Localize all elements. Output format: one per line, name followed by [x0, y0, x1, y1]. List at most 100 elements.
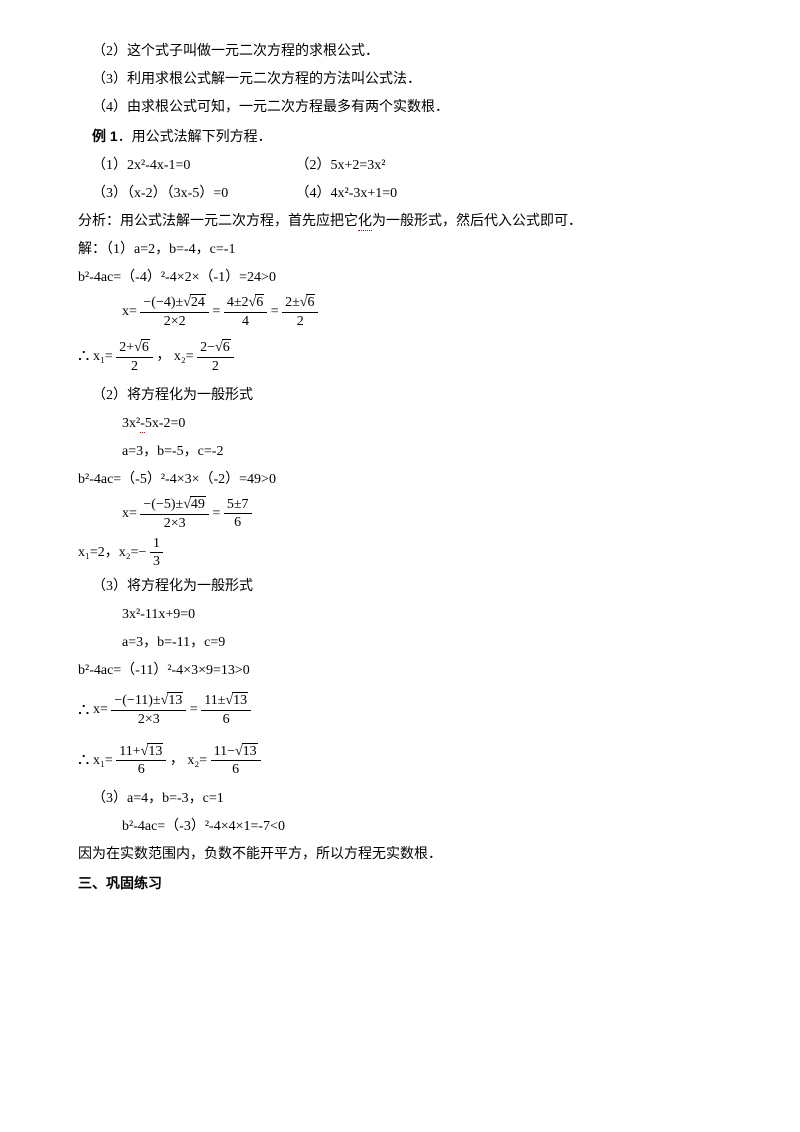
- frac-x2-den: 2: [197, 358, 234, 374]
- frac-2a-num-pre: −(−5)±: [143, 497, 183, 512]
- frac-3a-den: 2×3: [111, 711, 186, 727]
- sol2-x1x2: x₁=2，x₂=−: [78, 533, 146, 572]
- document-page: （2）这个式子叫做一元二次方程的求根公式． （3）利用求根公式解一元二次方程的方…: [0, 0, 800, 1132]
- frac-x1: 2+6 2: [116, 339, 153, 374]
- solution-2-std: 3x²-5x-2=0: [78, 410, 722, 438]
- equation-4: （4）4x²-3x+1=0: [296, 186, 398, 201]
- solution-1-final: ∴ x₁= 2+6 2 ， x₂= 2−6 2: [78, 331, 722, 381]
- frac-3c-den: 6: [116, 761, 166, 777]
- sqrt-6b-rad: 6: [306, 294, 315, 310]
- example-title: ．用公式法解下列方程．: [118, 130, 272, 145]
- section-heading: 三、巩固练习: [78, 869, 722, 897]
- frac-1c: 2± 6 2: [282, 294, 318, 329]
- sol2b-post: 5x-2=0: [145, 416, 186, 431]
- frac-1c-den: 2: [282, 313, 318, 329]
- therefore-1: ∴: [78, 331, 89, 381]
- analysis-line: 分析：用公式法解一元二次方程，首先应把它化为一般形式，然后代入公式即可．: [78, 208, 722, 236]
- equation-3: （3）（x-2）（3x-5）=0: [92, 180, 292, 208]
- frac-3d: 11− 13 6: [211, 743, 261, 778]
- eq-sign-4: =: [190, 690, 198, 729]
- solution-1-root: x= −(−4)±24 2×2 = 4±26 4 = 2±6 2: [78, 292, 722, 331]
- solution-1-abc: 解：（1）a=2，b=-4，c=-1: [78, 236, 722, 264]
- math-x-eq: x=: [122, 292, 137, 331]
- frac-2c: 1 3: [150, 536, 163, 570]
- sqrt-6b: 6: [300, 294, 316, 310]
- frac-3a: −(−11)± 13 2×3: [111, 692, 186, 727]
- frac-1c-num-pre: 2±: [285, 295, 300, 310]
- solution-3-std: 3x²-11x+9=0: [78, 601, 722, 629]
- frac-2b-num: 5±7: [224, 497, 252, 514]
- sqrt-6d: 6: [215, 339, 231, 355]
- frac-1a-den: 2×2: [140, 313, 209, 329]
- frac-3c-num-pre: 11+: [119, 744, 140, 759]
- therefore-3a: ∴: [78, 685, 89, 735]
- frac-1b-den: 4: [224, 313, 267, 329]
- sqrt-13a: 13: [161, 692, 184, 708]
- frac-1a: −(−4)± 24 2×2: [140, 294, 209, 329]
- analysis-post: 为一般形式，然后代入公式即可．: [372, 214, 582, 229]
- frac-x2-num-pre: 2−: [200, 340, 215, 355]
- frac-2b: 5±7 6: [224, 497, 252, 531]
- para-note-3: （3）利用求根公式解一元二次方程的方法叫公式法．: [78, 66, 722, 94]
- sqrt-13d: 13: [235, 743, 258, 759]
- sqrt-13a-rad: 13: [167, 692, 183, 708]
- solution-2-final: x₁=2，x₂=− 1 3: [78, 533, 722, 572]
- para-note-4: （4）由求根公式可知，一元二次方程最多有两个实数根．: [78, 94, 722, 122]
- sol3-x1-eq: x₁=: [93, 741, 113, 780]
- solution-3-root: ∴ x= −(−11)± 13 2×3 = 11±13 6: [78, 685, 722, 735]
- frac-3b-den: 6: [201, 711, 251, 727]
- x2-eq: x₂=: [174, 337, 194, 376]
- frac-1a-num-pre: −(−4)±: [143, 295, 183, 310]
- solution-2-abc: a=3，b=-5，c=-2: [78, 438, 722, 466]
- solution-3-heading: （3）将方程化为一般形式: [78, 573, 722, 601]
- frac-1b: 4±2 6 4: [224, 294, 267, 329]
- equation-2: （2）5x+2=3x²: [296, 158, 386, 173]
- frac-2c-den: 3: [150, 553, 163, 569]
- sol2-x-eq: x=: [122, 494, 137, 533]
- frac-x1-num-pre: 2+: [119, 340, 134, 355]
- frac-1b-num-pre: 4±2: [227, 295, 249, 310]
- solution-3-final: ∴ x₁= 11+ 13 6 ， x₂= 11− 13 6: [78, 735, 722, 785]
- sqrt-24-rad: 24: [190, 294, 206, 310]
- sol3-x2-eq: x₂=: [187, 741, 207, 780]
- sol3-x-eq: x=: [93, 690, 108, 729]
- frac-x1-den: 2: [116, 358, 153, 374]
- solution-2-root: x= −(−5)±49 2×3 = 5±7 6: [78, 494, 722, 533]
- sqrt-6a: 6: [249, 294, 265, 310]
- analysis-pre: 分析：用公式法解一元二次方程，首先应把它: [78, 214, 358, 229]
- frac-2b-den: 6: [224, 514, 252, 530]
- solution-4-disc: b²-4ac=（-3）²-4×4×1=-7<0: [78, 813, 722, 841]
- example-label: 例 1: [92, 128, 118, 144]
- sol2b-pre: 3x²: [122, 416, 140, 431]
- solution-3-abc: a=3，b=-11，c=9: [78, 629, 722, 657]
- frac-x2: 2− 6 2: [197, 339, 234, 374]
- frac-3b: 11±13 6: [201, 692, 251, 727]
- therefore-3b: ∴: [78, 735, 89, 785]
- analysis-dotword: 化: [358, 214, 372, 231]
- comma-1: ，: [156, 349, 170, 364]
- eq-sign-3: =: [212, 494, 220, 533]
- sqrt-13b-rad: 13: [232, 692, 248, 708]
- sqrt-13d-rad: 13: [242, 743, 258, 759]
- solution-3-disc: b²-4ac=（-11）²-4×3×9=13>0: [78, 657, 722, 685]
- frac-3d-den: 6: [211, 761, 261, 777]
- comma-3: ，: [170, 752, 184, 767]
- frac-2a: −(−5)±49 2×3: [140, 496, 209, 531]
- frac-3c: 11+ 13 6: [116, 743, 166, 778]
- solution-2-heading: （2）将方程化为一般形式: [78, 382, 722, 410]
- equation-row-1: （1）2x²-4x-1=0 （2）5x+2=3x²: [78, 152, 722, 180]
- frac-3a-num-pre: −(−11)±: [114, 693, 160, 708]
- sqrt-13c: 13: [141, 743, 164, 759]
- solution-4-conclusion: 因为在实数范围内，负数不能开平方，所以方程无实数根．: [78, 841, 722, 869]
- sqrt-6a-rad: 6: [255, 294, 264, 310]
- equation-row-2: （3）（x-2）（3x-5）=0 （4）4x²-3x+1=0: [78, 180, 722, 208]
- sqrt-6d-rad: 6: [222, 339, 231, 355]
- sqrt-13c-rad: 13: [147, 743, 163, 759]
- eq-sign-1: =: [212, 292, 220, 331]
- frac-3d-num-pre: 11−: [214, 744, 235, 759]
- frac-2c-num: 1: [150, 536, 163, 553]
- solution-2-disc: b²-4ac=（-5）²-4×3×（-2）=49>0: [78, 466, 722, 494]
- sqrt-6c: 6: [134, 339, 150, 355]
- example-heading: 例 1．用公式法解下列方程．: [78, 122, 722, 152]
- x1-eq: x₁=: [93, 337, 113, 376]
